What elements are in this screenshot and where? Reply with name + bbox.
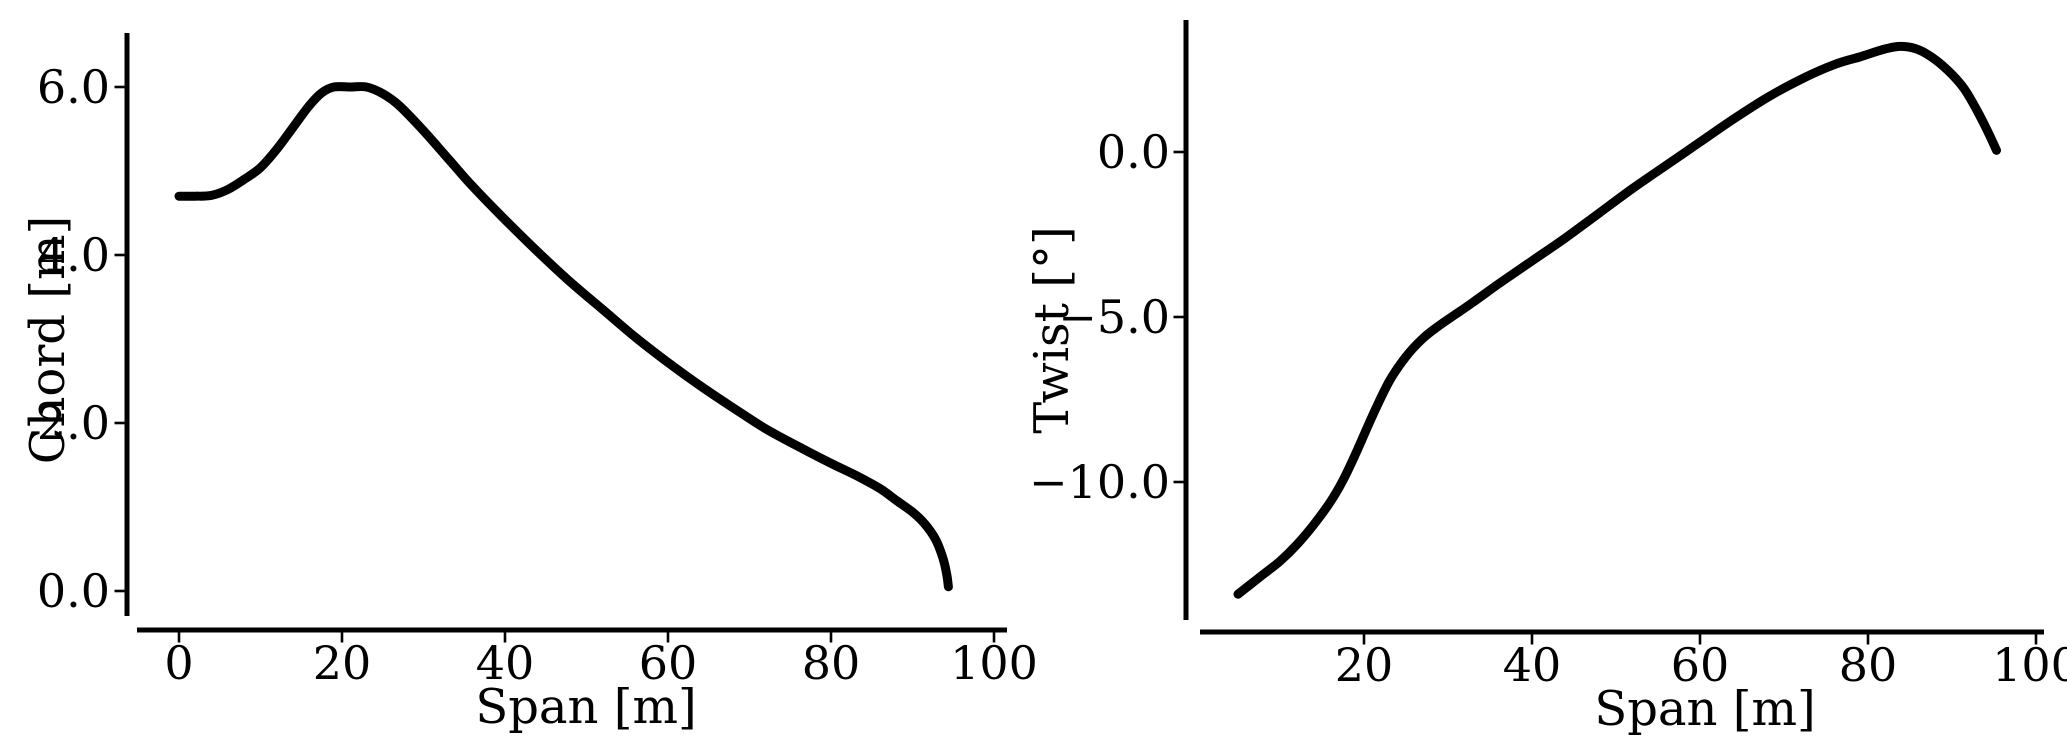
chord-x-tick-label: 0 <box>164 636 193 690</box>
chord-x-tick-label: 20 <box>313 636 372 690</box>
twist-x-tick-label: 20 <box>1335 638 1394 692</box>
chord-y-tick-label: 4.0 <box>37 228 110 282</box>
chord-x-tick-label: 80 <box>802 636 861 690</box>
twist-x-tick-label: 80 <box>1839 638 1898 692</box>
chord-y-tick-label: 6.0 <box>37 60 110 114</box>
chord-chart: 0 20 40 60 80 100 0.0 2.0 4.0 6.0 <box>37 33 1038 690</box>
twist-y-tick-label: −5.0 <box>1058 290 1170 344</box>
chord-x-axis-label: Span [m] <box>475 679 696 735</box>
twist-y-tick-label: 0.0 <box>1097 125 1170 179</box>
chord-y-axis-label: Chord [m] <box>20 216 76 464</box>
chord-y-tick-label: 2.0 <box>37 396 110 450</box>
chord-curve <box>174 82 953 592</box>
chord-x-tick-label: 40 <box>476 636 535 690</box>
chord-x-tick-label: 100 <box>950 636 1038 690</box>
twist-y-axis-label: Twist [°] <box>1024 226 1080 433</box>
chord-x-tick-label: 60 <box>639 636 698 690</box>
twist-x-tick-label: 100 <box>1992 638 2067 692</box>
chord-y-tick-label: 0.0 <box>37 564 110 618</box>
twist-x-axis-label: Span [m] <box>1594 681 1815 737</box>
twist-y-tick-label: −10.0 <box>1029 455 1170 509</box>
twist-curve <box>1233 41 2001 599</box>
twist-chart: 20 40 60 80 100 −10.0 −5.0 0.0 <box>1029 20 2067 692</box>
twist-x-tick-label: 40 <box>1503 638 1562 692</box>
twist-x-tick-label: 60 <box>1671 638 1730 692</box>
